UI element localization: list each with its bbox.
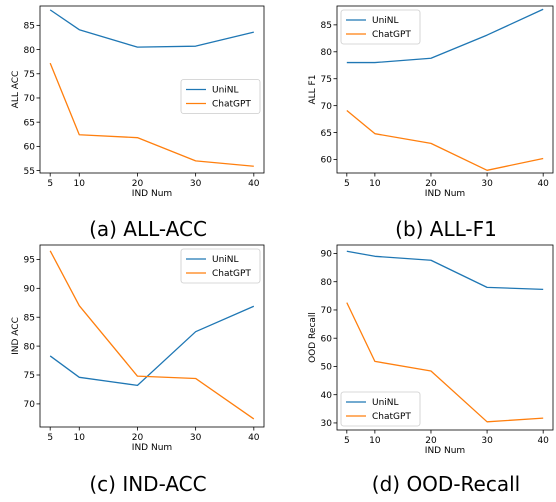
ood-recall-y-tick-label: 50 bbox=[321, 363, 333, 373]
ood-recall-y-tick-label: 60 bbox=[321, 334, 333, 344]
all-f1-legend: UniNL ChatGPT bbox=[340, 9, 421, 45]
ind-acc-y-tick-label: 95 bbox=[24, 256, 35, 266]
all-acc-series-uninl-line bbox=[49, 9, 254, 48]
all-acc-legend-label-uninl: UniNL bbox=[212, 86, 239, 96]
all-f1-x-tick-label: 30 bbox=[481, 179, 493, 189]
all-acc-x-tick-label: 10 bbox=[74, 179, 86, 189]
ind-acc-legend-box bbox=[180, 248, 261, 284]
all-acc-series-chatgpt-line bbox=[49, 62, 254, 167]
ood-recall-series-chatgpt-line bbox=[346, 302, 544, 423]
ind-acc-legend-label-chatgpt: ChatGPT bbox=[212, 269, 251, 279]
all-f1-x-tick-label: 5 bbox=[344, 179, 350, 189]
all-f1-y-tick-label: 75 bbox=[321, 75, 332, 85]
ood-recall-x-tick-label: 40 bbox=[537, 436, 549, 446]
ind-acc-x-tick-label: 5 bbox=[47, 433, 53, 443]
ind-acc-axes-frame bbox=[39, 244, 265, 428]
all-acc-y-tick-label: 60 bbox=[24, 143, 36, 153]
ind-acc-x-tick-label: 10 bbox=[74, 433, 86, 443]
caption-all-acc: (a) ALL-ACC bbox=[89, 217, 207, 241]
all-acc-legend-label-chatgpt: ChatGPT bbox=[212, 100, 251, 110]
all-f1-legend-box bbox=[340, 9, 421, 45]
all-f1-series-uninl-line bbox=[346, 8, 544, 64]
panel-ind-acc: 5 10 20 30 40 70 75 80 85 90 95 IND Num IND ACC UniNL… bbox=[11, 244, 265, 453]
all-acc-y-axis-label: ALL ACC bbox=[11, 71, 21, 109]
all-f1-x-axis-label: IND Num bbox=[425, 189, 465, 199]
all-f1-y-tick-label: 65 bbox=[321, 129, 332, 139]
panel-all-f1: 5 10 20 30 40 60 65 70 75 80 85 IND Num ALL F1 UniNL C… bbox=[308, 5, 554, 199]
caption-all-f1: (b) ALL-F1 bbox=[395, 217, 497, 241]
all-acc-y-tick-label: 75 bbox=[24, 70, 35, 80]
all-acc-y-tick-label: 85 bbox=[24, 22, 35, 32]
ood-recall-y-tick-label: 80 bbox=[321, 278, 333, 288]
all-acc-y-tick-label: 65 bbox=[24, 118, 35, 128]
ood-recall-y-tick-label: 30 bbox=[321, 419, 333, 429]
ind-acc-series-chatgpt-line bbox=[49, 250, 255, 420]
ood-recall-y-axis-label: OOD Recall bbox=[308, 312, 318, 363]
ind-acc-legend-label-uninl: UniNL bbox=[212, 255, 239, 265]
all-f1-y-axis-label: ALL F1 bbox=[308, 75, 318, 105]
ood-recall-x-axis-label: IND Num bbox=[425, 446, 465, 456]
ood-recall-legend: UniNL ChatGPT bbox=[340, 391, 421, 427]
ind-acc-y-tick-label: 80 bbox=[24, 342, 36, 352]
ood-recall-y-tick-label: 40 bbox=[321, 391, 333, 401]
ind-acc-legend: UniNL ChatGPT bbox=[180, 248, 261, 284]
ood-recall-y-tick-label: 90 bbox=[321, 250, 333, 260]
ood-recall-x-tick-label: 5 bbox=[344, 436, 350, 446]
all-acc-axes-frame bbox=[39, 5, 265, 174]
ood-recall-legend-box bbox=[340, 391, 421, 427]
all-f1-x-tick-label: 10 bbox=[369, 179, 381, 189]
all-f1-legend-label-uninl: UniNL bbox=[372, 16, 399, 26]
all-f1-y-tick-label: 80 bbox=[321, 48, 333, 58]
ood-recall-legend-label-chatgpt: ChatGPT bbox=[372, 412, 411, 422]
all-acc-x-tick-label: 5 bbox=[47, 179, 53, 189]
ind-acc-y-tick-label: 75 bbox=[24, 371, 35, 381]
all-f1-x-tick-label: 20 bbox=[425, 179, 437, 189]
ood-recall-x-tick-label: 30 bbox=[481, 436, 493, 446]
ind-acc-series-uninl-line bbox=[49, 305, 255, 387]
ood-recall-x-tick-label: 20 bbox=[425, 436, 437, 446]
caption-ood-recall: (d) OOD-Recall bbox=[371, 472, 521, 496]
ood-recall-y-tick-label: 70 bbox=[321, 306, 333, 316]
all-f1-y-tick-label: 60 bbox=[321, 156, 333, 166]
all-f1-x-tick-label: 40 bbox=[537, 179, 549, 189]
ind-acc-y-tick-label: 85 bbox=[24, 313, 35, 323]
all-f1-axes-frame bbox=[336, 5, 554, 174]
all-acc-x-tick-label: 40 bbox=[248, 179, 260, 189]
ood-recall-series-uninl-line bbox=[346, 250, 544, 290]
all-acc-x-tick-label: 30 bbox=[190, 179, 202, 189]
all-f1-series-chatgpt-line bbox=[346, 110, 544, 171]
ood-recall-axes-frame bbox=[336, 244, 554, 431]
all-f1-legend-label-chatgpt: ChatGPT bbox=[372, 30, 411, 40]
all-f1-y-tick-label: 85 bbox=[321, 21, 332, 31]
ind-acc-y-axis-label: IND ACC bbox=[11, 317, 21, 355]
all-acc-legend: UniNL ChatGPT bbox=[180, 79, 261, 114]
ind-acc-y-tick-label: 70 bbox=[24, 400, 36, 410]
panel-all-acc: 5 10 20 30 40 55 60 65 70 75 80 85 IND Num ALL ACC Uni… bbox=[11, 5, 265, 199]
caption-ind-acc: (c) IND-ACC bbox=[89, 472, 207, 496]
ind-acc-x-axis-label: IND Num bbox=[132, 443, 172, 453]
all-f1-y-tick-label: 70 bbox=[321, 102, 333, 112]
all-acc-x-axis-label: IND Num bbox=[132, 189, 172, 199]
ind-acc-y-tick-label: 90 bbox=[24, 285, 36, 295]
all-acc-y-tick-label: 80 bbox=[24, 46, 36, 56]
ood-recall-x-tick-label: 10 bbox=[369, 436, 381, 446]
all-acc-x-tick-label: 20 bbox=[132, 179, 144, 189]
ind-acc-x-tick-label: 40 bbox=[248, 433, 260, 443]
all-acc-y-tick-label: 55 bbox=[24, 167, 35, 177]
all-acc-y-tick-label: 70 bbox=[24, 94, 36, 104]
all-acc-legend-box bbox=[180, 79, 261, 114]
ind-acc-x-tick-label: 30 bbox=[190, 433, 202, 443]
ood-recall-legend-label-uninl: UniNL bbox=[372, 398, 399, 408]
panel-ood-recall: 5 10 20 30 40 30 40 50 60 70 80 90 IND Num OOD Recall… bbox=[308, 244, 554, 456]
ind-acc-x-tick-label: 20 bbox=[132, 433, 144, 443]
